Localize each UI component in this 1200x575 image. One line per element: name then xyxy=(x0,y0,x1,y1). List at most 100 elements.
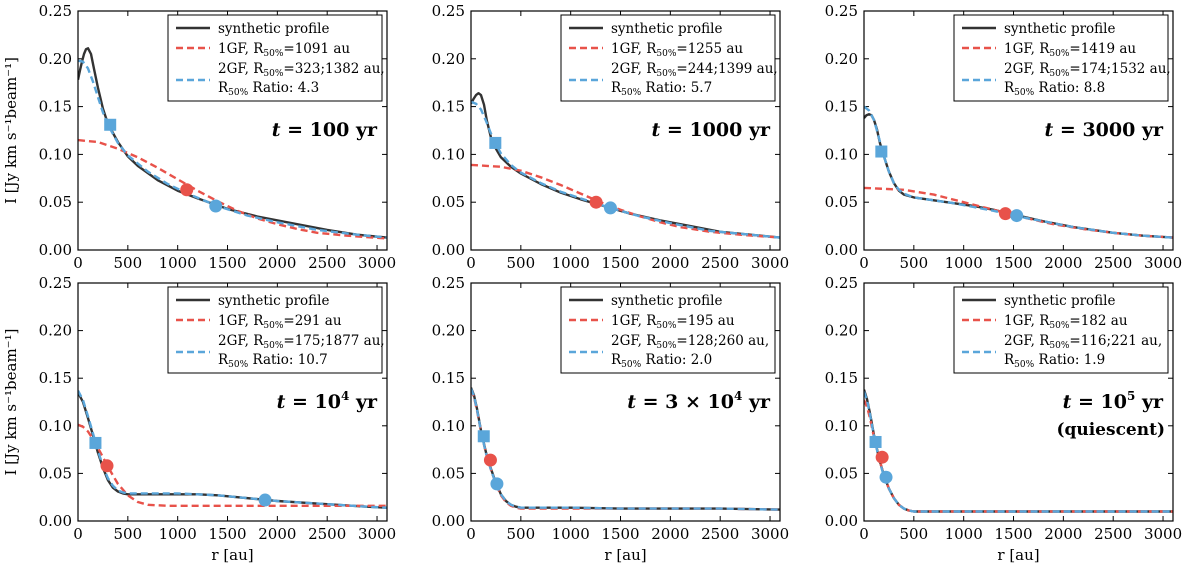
plot-area xyxy=(78,47,387,240)
gf1-radius-marker xyxy=(483,453,497,467)
x-tick-label: 1500 xyxy=(994,254,1032,272)
y-axis-label: I [Jy km s⁻¹beam⁻¹] xyxy=(2,329,20,476)
x-tick-label: 2500 xyxy=(701,525,739,543)
gf2-inner-radius-marker xyxy=(89,436,102,449)
y-tick-label: 0.15 xyxy=(39,98,72,116)
y-tick-label: 0.00 xyxy=(825,512,858,530)
plot-area xyxy=(78,390,387,509)
y-tick-label: 0.00 xyxy=(432,512,465,530)
y-tick-label: 0.25 xyxy=(432,2,465,20)
x-tick-label: 0 xyxy=(859,254,869,272)
x-tick-label: 500 xyxy=(507,525,536,543)
x-tick-label: 3000 xyxy=(358,525,396,543)
gf2-inner-radius-marker xyxy=(489,136,502,149)
gf2-outer-radius-marker xyxy=(490,477,504,491)
gf2-outer-radius-marker xyxy=(258,493,272,507)
y-tick-label: 0.25 xyxy=(39,274,72,292)
quiescent-label: (quiescent) xyxy=(1056,420,1165,440)
x-tick-label: 2500 xyxy=(308,525,346,543)
gf1-radius-marker xyxy=(589,195,603,209)
y-tick-label: 0.20 xyxy=(825,50,858,68)
time-label: t = 105 yr xyxy=(1063,389,1164,413)
plot-area xyxy=(864,105,1173,239)
x-tick-label: 3000 xyxy=(358,254,396,272)
y-tick-label: 0.00 xyxy=(39,512,72,530)
legend-gf2-ratio-label: R50% Ratio: 5.7 xyxy=(611,80,712,98)
x-tick-label: 1000 xyxy=(552,254,590,272)
plot-area xyxy=(471,92,780,239)
axes-frame xyxy=(470,282,781,522)
time-label: t = 3 × 104 yr xyxy=(627,389,771,413)
gf2-line xyxy=(864,105,1173,239)
x-tick-label: 500 xyxy=(114,525,143,543)
plot-area xyxy=(471,387,780,511)
x-tick-label: 2000 xyxy=(651,525,689,543)
gf1-line xyxy=(78,138,387,240)
x-tick-label: 0 xyxy=(859,525,869,543)
gf2-inner-radius-marker xyxy=(875,145,888,158)
legend-gf2-ratio-label: R50% Ratio: 10.7 xyxy=(218,352,328,370)
y-tick-label: 0.25 xyxy=(825,274,858,292)
legend-gf2-label: 2GF, R50%=128;260 au, xyxy=(611,333,769,351)
legend-gf2-label: 2GF, R50%=244;1399 au, xyxy=(611,61,778,79)
x-tick-label: 3000 xyxy=(1144,525,1182,543)
y-tick-label: 0.05 xyxy=(39,193,72,211)
axes-frame xyxy=(470,10,781,251)
x-tick-label: 2500 xyxy=(1094,254,1132,272)
axes-frame xyxy=(863,10,1174,251)
y-tick-label: 0.10 xyxy=(432,417,465,435)
y-tick-label: 0.10 xyxy=(825,145,858,163)
legend-box xyxy=(560,14,776,102)
legend-box xyxy=(953,14,1169,102)
axes-frame xyxy=(863,282,1174,522)
y-tick-label: 0.05 xyxy=(825,193,858,211)
gf2-outer-radius-marker xyxy=(209,199,223,213)
y-tick-label: 0.10 xyxy=(432,145,465,163)
x-tick-label: 2500 xyxy=(701,254,739,272)
legend-synthetic-label: synthetic profile xyxy=(218,293,330,309)
legend-gf2-ratio-label: R50% Ratio: 4.3 xyxy=(218,80,319,98)
gf1-radius-marker xyxy=(180,183,194,197)
y-tick-label: 0.05 xyxy=(432,464,465,482)
legend-gf2-ratio-label: R50% Ratio: 1.9 xyxy=(1004,352,1105,370)
y-tick-label: 0.10 xyxy=(39,417,72,435)
legend-gf2-ratio-label: R50% Ratio: 8.8 xyxy=(1004,80,1105,98)
x-tick-label: 500 xyxy=(900,254,929,272)
legend: synthetic profile 1GF, R50%=195 au 2GF, R5… xyxy=(560,286,776,374)
y-tick-label: 0.25 xyxy=(825,2,858,20)
gf1-line xyxy=(864,399,1173,513)
x-tick-label: 2000 xyxy=(258,525,296,543)
gf1-radius-marker xyxy=(998,207,1012,221)
y-tick-label: 0.15 xyxy=(432,98,465,116)
plot-area xyxy=(864,389,1173,513)
panel-1: 0 500 1000 1500 2000 2500 3000 0.00 0.05 0.10 0.15… xyxy=(39,2,397,272)
synthetic-profile-line xyxy=(471,92,780,239)
legend-gf1-label: 1GF, R50%=195 au xyxy=(611,313,735,331)
panel-2: 0 500 1000 1500 2000 2500 3000 0.00 0.05 0.10 0.15… xyxy=(432,2,790,272)
x-tick-label: 3000 xyxy=(1144,254,1182,272)
x-tick-label: 2000 xyxy=(1044,525,1082,543)
panel-6: 0 500 1000 1500 2000 2500 3000 0.00 0.05 0.10 0.15… xyxy=(825,274,1183,564)
legend-synthetic-label: synthetic profile xyxy=(611,21,723,37)
axes-frame xyxy=(77,10,388,251)
legend-box xyxy=(953,286,1169,374)
y-tick-label: 0.15 xyxy=(825,369,858,387)
x-tick-label: 0 xyxy=(466,254,476,272)
x-axis-label: r [au] xyxy=(604,546,646,564)
y-tick-label: 0.15 xyxy=(825,98,858,116)
y-tick-label: 0.20 xyxy=(825,322,858,340)
panel-3: 0 500 1000 1500 2000 2500 3000 0.00 0.05 0.10 0.15… xyxy=(825,2,1183,272)
gf1-line xyxy=(78,423,387,507)
x-tick-label: 2000 xyxy=(258,254,296,272)
legend-gf1-label: 1GF, R50%=1255 au xyxy=(611,41,743,59)
x-tick-label: 2000 xyxy=(651,254,689,272)
legend-synthetic-label: synthetic profile xyxy=(611,293,723,309)
gf2-inner-radius-marker xyxy=(477,430,490,443)
time-label: t = 1000 yr xyxy=(652,119,771,141)
gf2-outer-radius-marker xyxy=(1010,209,1024,223)
gf1-radius-marker xyxy=(100,459,114,473)
legend-gf1-label: 1GF, R50%=182 au xyxy=(1004,313,1128,331)
legend-synthetic-label: synthetic profile xyxy=(1004,293,1116,309)
x-tick-label: 3000 xyxy=(751,525,789,543)
legend: synthetic profile 1GF, R50%=1255 au 2GF, R… xyxy=(560,14,778,102)
